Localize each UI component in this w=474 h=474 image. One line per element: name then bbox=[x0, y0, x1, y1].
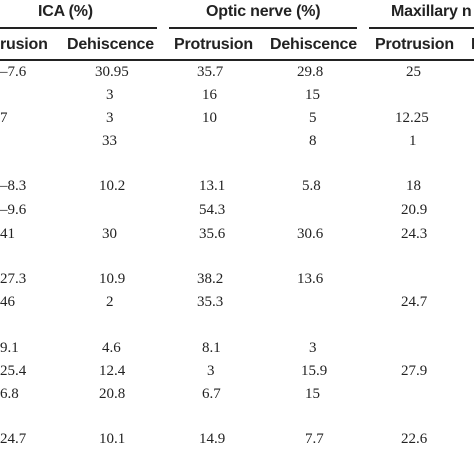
cell-optic-protrusion: 13.1 bbox=[199, 178, 226, 194]
cell-ica-dehiscence: 30 bbox=[102, 226, 117, 242]
cell-maxillary-protrusion: 12.25 bbox=[395, 110, 429, 126]
subheader-ica-dehiscence: Dehiscence bbox=[67, 36, 154, 53]
cell-maxillary-protrusion: 25 bbox=[406, 64, 421, 80]
group-header-maxillary: Maxillary n bbox=[391, 3, 472, 20]
group-rule-optic-nerve bbox=[169, 27, 357, 29]
cell-optic-dehiscence: 3 bbox=[309, 340, 317, 356]
cell-maxillary-protrusion: 20.9 bbox=[401, 202, 428, 218]
cell-optic-dehiscence: 15.9 bbox=[301, 363, 328, 379]
subheader-maxillary-dehiscence: D bbox=[471, 36, 474, 54]
cell-ica-dehiscence: 4.6 bbox=[102, 340, 121, 356]
subheader-ica-protrusion: rusion bbox=[0, 36, 48, 53]
cell-optic-dehiscence: 5.8 bbox=[302, 178, 321, 194]
cell-maxillary-protrusion: 27.9 bbox=[401, 363, 428, 379]
header-rule bbox=[0, 59, 474, 61]
cell-ica-protrusion: 41 bbox=[0, 226, 15, 242]
cell-optic-protrusion: 14.9 bbox=[199, 431, 226, 447]
cell-optic-dehiscence: 15 bbox=[305, 87, 320, 103]
cell-maxillary-protrusion: 24.7 bbox=[401, 294, 428, 310]
cell-optic-protrusion: 10 bbox=[202, 110, 217, 126]
cell-ica-protrusion: 24.7 bbox=[0, 431, 27, 447]
subheader-maxillary-protrusion: Protrusion bbox=[375, 36, 454, 53]
group-rule-maxillary bbox=[369, 27, 474, 29]
cell-ica-protrusion: 25.4 bbox=[0, 363, 27, 379]
cell-ica-dehiscence: 20.8 bbox=[99, 386, 126, 402]
cell-maxillary-protrusion: 18 bbox=[406, 178, 421, 194]
group-header-optic-nerve: Optic nerve (%) bbox=[206, 3, 321, 20]
cell-optic-protrusion: 3 bbox=[207, 363, 215, 379]
cell-ica-dehiscence: 10.1 bbox=[99, 431, 126, 447]
cell-ica-protrusion: –8.3 bbox=[0, 178, 27, 194]
cell-optic-dehiscence: 7.7 bbox=[305, 431, 324, 447]
cell-optic-protrusion: 35.6 bbox=[199, 226, 226, 242]
cell-maxillary-protrusion: 24.3 bbox=[401, 226, 428, 242]
cell-ica-protrusion: –9.6 bbox=[0, 202, 27, 218]
cell-optic-dehiscence: 5 bbox=[309, 110, 317, 126]
subheader-optic-dehiscence: Dehiscence bbox=[270, 36, 357, 53]
cell-maxillary-protrusion: 22.6 bbox=[401, 431, 428, 447]
cell-ica-dehiscence: 3 bbox=[106, 87, 114, 103]
cell-ica-protrusion: –7.6 bbox=[0, 64, 27, 80]
cell-ica-dehiscence: 33 bbox=[102, 133, 117, 149]
cell-optic-dehiscence: 13.6 bbox=[297, 271, 324, 287]
cell-optic-protrusion: 6.7 bbox=[202, 386, 221, 402]
cell-optic-dehiscence: 8 bbox=[309, 133, 317, 149]
cell-optic-protrusion: 54.3 bbox=[199, 202, 226, 218]
cell-ica-protrusion: 27.3 bbox=[0, 271, 27, 287]
cell-optic-dehiscence: 15 bbox=[305, 386, 320, 402]
cell-optic-dehiscence: 29.8 bbox=[297, 64, 324, 80]
cell-optic-protrusion: 35.7 bbox=[197, 64, 224, 80]
group-rule-ica bbox=[0, 27, 157, 29]
cell-ica-dehiscence: 2 bbox=[106, 294, 114, 310]
cell-ica-protrusion: 46 bbox=[0, 294, 15, 310]
cell-optic-protrusion: 35.3 bbox=[197, 294, 224, 310]
cell-optic-protrusion: 38.2 bbox=[197, 271, 224, 287]
cell-ica-protrusion: 7 bbox=[0, 110, 8, 126]
cell-ica-dehiscence: 12.4 bbox=[99, 363, 126, 379]
cell-optic-dehiscence: 30.6 bbox=[297, 226, 324, 242]
cell-ica-protrusion: 6.8 bbox=[0, 386, 19, 402]
subheader-optic-protrusion: Protrusion bbox=[174, 36, 253, 53]
cell-ica-protrusion: 9.1 bbox=[0, 340, 19, 356]
cell-optic-protrusion: 8.1 bbox=[202, 340, 221, 356]
cell-maxillary-protrusion: 1 bbox=[409, 133, 417, 149]
group-header-ica: ICA (%) bbox=[38, 3, 93, 20]
cell-ica-dehiscence: 10.2 bbox=[99, 178, 126, 194]
cell-ica-dehiscence: 3 bbox=[106, 110, 114, 126]
cell-ica-dehiscence: 10.9 bbox=[99, 271, 126, 287]
cell-optic-protrusion: 16 bbox=[202, 87, 217, 103]
cell-ica-dehiscence: 30.95 bbox=[95, 64, 129, 80]
